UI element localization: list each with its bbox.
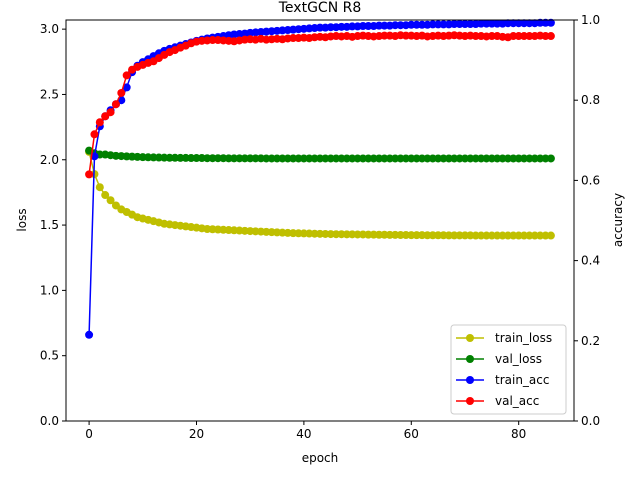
y-tick-label-right: 0.0: [581, 414, 600, 428]
y-axis-label-right: accuracy: [611, 193, 625, 247]
legend-label: val_loss: [495, 352, 542, 366]
train_acc-point: [85, 330, 94, 339]
val_acc-point: [117, 88, 126, 97]
val_acc-point: [106, 108, 115, 117]
legend-label: val_acc: [495, 394, 539, 408]
y-tick-label-right: 0.8: [581, 93, 600, 107]
legend-marker: [466, 397, 474, 405]
y-tick-label-right: 1.0: [581, 13, 600, 27]
y-tick-label-left: 3.0: [40, 22, 59, 36]
x-tick-label: 20: [189, 427, 204, 441]
train_acc-point: [122, 83, 131, 92]
train_loss-point: [546, 231, 555, 240]
y-ticks-right: 0.0 0.2 0.4 0.6 0.8 1.0: [574, 13, 600, 428]
train_loss-point: [106, 196, 115, 205]
legend: train_loss val_loss train_acc val_acc: [450, 324, 567, 415]
legend-marker: [466, 376, 474, 384]
x-tick-label: 60: [404, 427, 419, 441]
legend-marker: [466, 355, 474, 363]
y-axis-label-left: loss: [15, 208, 29, 231]
x-tick-label: 0: [85, 427, 93, 441]
val_acc-point: [90, 130, 99, 139]
chart-title: TextGCN R8: [278, 0, 362, 16]
legend-label: train_loss: [495, 331, 552, 345]
y-tick-label-right: 0.2: [581, 334, 600, 348]
y-tick-label-left: 2.0: [40, 153, 59, 167]
y-tick-label-left: 2.5: [40, 87, 59, 101]
val_acc-point: [95, 118, 104, 127]
y-tick-label-right: 0.6: [581, 173, 600, 187]
legend-item-val_acc: val_acc: [456, 394, 539, 408]
y-tick-label-left: 0.5: [40, 349, 59, 363]
plot-series: [85, 18, 555, 339]
val_acc-point: [122, 71, 131, 80]
legend-marker: [466, 334, 474, 342]
val_acc-point: [85, 170, 94, 179]
val_acc-point: [546, 32, 555, 41]
legend-label: train_acc: [495, 373, 549, 387]
y-tick-label-left: 1.0: [40, 283, 59, 297]
train_loss-point: [95, 183, 104, 192]
y-ticks-left: 0.0 0.5 1.0 1.5 2.0 2.5 3.0: [40, 22, 66, 428]
y-tick-label-right: 0.4: [581, 254, 600, 268]
legend-item-val_loss: val_loss: [456, 352, 542, 366]
val_loss-point: [546, 154, 555, 163]
val_acc-point: [111, 100, 120, 109]
legend-box: [450, 324, 567, 415]
legend-item-train_loss: train_loss: [456, 331, 552, 345]
legend-item-train_acc: train_acc: [456, 373, 549, 387]
y-tick-label-left: 1.5: [40, 218, 59, 232]
legend-items: train_loss val_loss train_acc val_acc: [456, 331, 552, 408]
train_loss-point: [101, 191, 110, 200]
plot-frame: [65, 19, 575, 422]
series-train_loss: [85, 147, 555, 240]
series-val_loss: [85, 146, 555, 163]
x-axis-label: epoch: [302, 451, 339, 465]
train_acc-point: [546, 18, 555, 27]
x-tick-label: 80: [511, 427, 526, 441]
series-val_acc: [85, 31, 555, 179]
y-tick-label-left: 0.0: [40, 414, 59, 428]
x-ticks: 0 20 40 60 80: [85, 421, 526, 441]
x-tick-label: 40: [296, 427, 311, 441]
